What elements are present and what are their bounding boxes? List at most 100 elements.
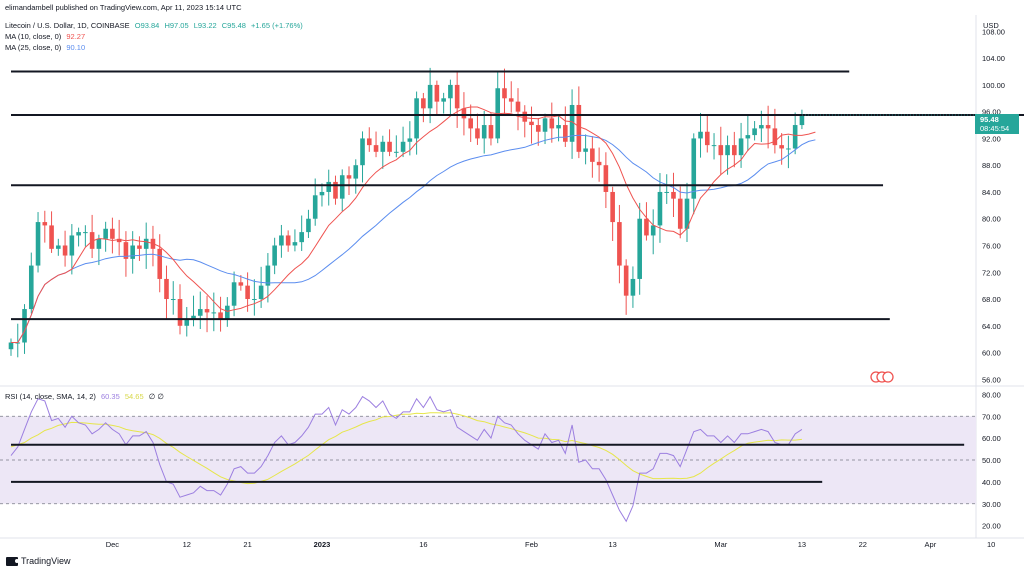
tradingview-brand[interactable]: TradingView (6, 556, 71, 566)
candle-body (799, 115, 805, 126)
tradingview-logo-icon (6, 556, 19, 566)
candle-body (617, 222, 622, 266)
candle-body (542, 118, 548, 132)
candle-body (684, 198, 690, 229)
time-tick-label: Feb (525, 540, 538, 549)
candle-body (225, 305, 230, 320)
candle-body (488, 125, 494, 139)
candle-body (373, 145, 379, 152)
candle-body (83, 232, 88, 234)
rsi-tick-label: 80.00 (982, 390, 1001, 399)
candle-body (22, 309, 27, 343)
time-tick-label: 12 (183, 540, 191, 549)
candle-body (414, 98, 419, 139)
candle-body (130, 245, 135, 259)
candle-body (164, 278, 169, 300)
candle-body (441, 98, 446, 102)
candle-body (623, 265, 629, 296)
candle-body (306, 218, 311, 233)
candle-body (427, 84, 433, 109)
candle-body (204, 309, 210, 313)
candle-body (671, 191, 676, 199)
candle-body (89, 232, 95, 249)
candle-body (698, 131, 703, 139)
candle-body (549, 118, 555, 129)
rsi-label: RSI (14, close, SMA, 14, 2) (5, 392, 96, 401)
candle-body (245, 285, 250, 300)
ma10-value: 92.27 (66, 32, 86, 41)
rsi-ma-value: 54.65 (124, 392, 144, 401)
rsi-tick-label: 40.00 (982, 478, 1001, 487)
price-tick-label: 80.00 (982, 215, 1001, 224)
time-tick-label: 13 (798, 540, 806, 549)
candle-body (258, 285, 264, 300)
ma25-legend[interactable]: MA (25, close, 0) 90.10 (5, 43, 88, 52)
price-tick-label: 108.00 (982, 27, 1005, 36)
candle-body (779, 145, 784, 149)
symbol-legend: Litecoin / U.S. Dollar, 1D, COINBASE O93… (5, 21, 306, 30)
candle-body (421, 98, 426, 109)
candle-body (765, 125, 771, 129)
candle-body (218, 312, 223, 320)
ma10-legend[interactable]: MA (10, close, 0) 92.27 (5, 32, 88, 41)
candle-body (62, 245, 68, 256)
brand-label: TradingView (21, 556, 71, 566)
candle-body (704, 131, 710, 146)
rsi-legend[interactable]: RSI (14, close, SMA, 14, 2) 60.35 54.65 … (5, 392, 167, 401)
candle-body (407, 138, 413, 142)
candle-body (170, 299, 176, 301)
candle-body (718, 145, 724, 156)
low-value: L93.22 (193, 21, 217, 30)
candle-body (650, 225, 656, 236)
candle-body (116, 238, 122, 243)
candle-body (563, 125, 568, 142)
change-value: +1.65 (+1.76%) (251, 21, 303, 30)
candle-body (238, 282, 244, 286)
rsi-tick-label: 50.00 (982, 456, 1001, 465)
candle-body (312, 195, 318, 219)
candle-body (759, 125, 764, 129)
candle-body (299, 232, 304, 243)
candle-body (610, 191, 615, 223)
price-tick-label: 84.00 (982, 188, 1001, 197)
candle-body (529, 121, 534, 126)
event-marker-icon (882, 371, 894, 383)
candle-body (211, 312, 217, 314)
candle-body (448, 84, 453, 99)
rsi-tick-label: 70.00 (982, 412, 1001, 421)
close-value: C95.48 (221, 21, 246, 30)
ma10-line (11, 106, 816, 343)
candle-body (786, 148, 791, 150)
candle-body (664, 191, 670, 193)
candle-body (177, 299, 183, 326)
symbol-name[interactable]: Litecoin / U.S. Dollar, 1D, COINBASE (5, 21, 130, 30)
rsi-ma-line (10, 412, 802, 485)
price-tick-label: 76.00 (982, 241, 1001, 250)
candle-body (502, 88, 507, 99)
candle-body (583, 148, 588, 152)
price-tick-label: 56.00 (982, 375, 1001, 384)
candle-body (657, 191, 663, 226)
candle-body (285, 235, 291, 246)
candle-body (197, 309, 203, 316)
candle-body (434, 84, 440, 102)
time-tick-label: Mar (714, 540, 727, 549)
price-tick-label: 60.00 (982, 349, 1001, 358)
time-tick-label: 13 (608, 540, 616, 549)
ma25-label: MA (25, close, 0) (5, 43, 62, 52)
candle-body (231, 282, 237, 306)
candle-body (630, 278, 636, 296)
price-tick-label: 68.00 (982, 295, 1001, 304)
candle-body (691, 138, 697, 199)
candle-body (732, 145, 737, 156)
candle-body (515, 101, 521, 112)
candle-body (123, 242, 129, 259)
candle-body (137, 245, 142, 249)
time-tick-label: 2023 (314, 540, 331, 549)
candle-body (292, 242, 298, 246)
candle-body (272, 245, 277, 266)
last-price-tag: 95.48 08:45:54 (975, 114, 1019, 134)
candle-body (461, 108, 467, 119)
time-tick-label: 21 (243, 540, 251, 549)
